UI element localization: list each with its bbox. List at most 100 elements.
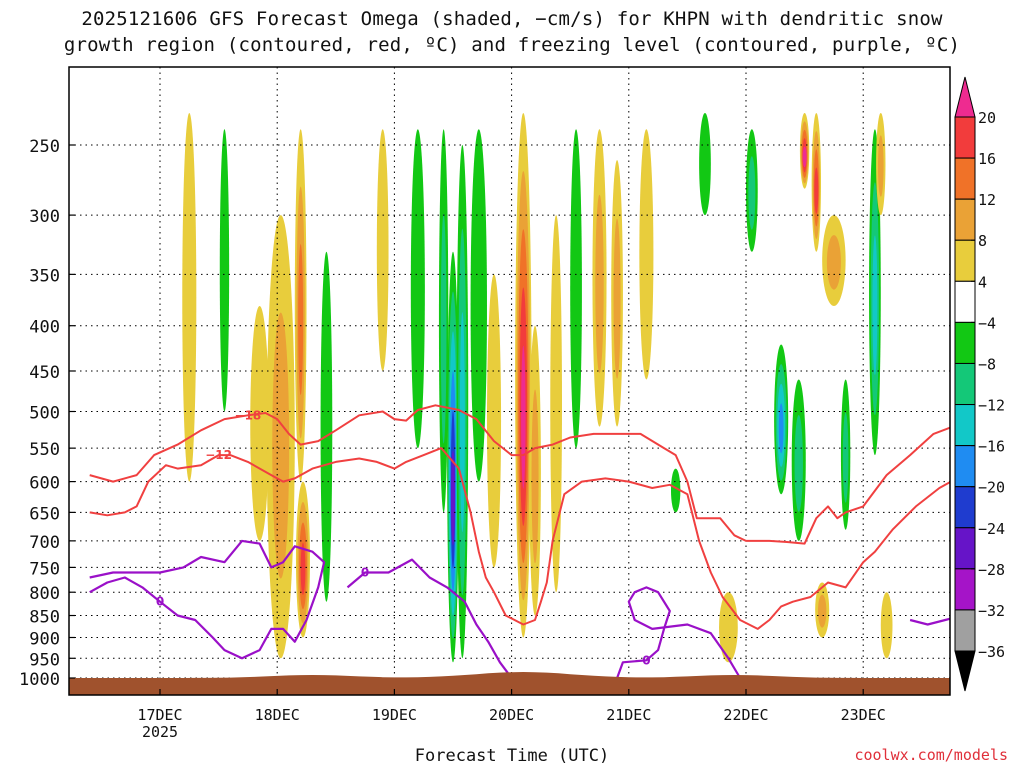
omega-band (298, 244, 304, 396)
omega-blob (447, 251, 459, 663)
omega-band (470, 129, 487, 482)
y-tick-label: 750 (29, 559, 60, 579)
x-tick-label: 23DEC (841, 706, 886, 724)
contour-line (89, 539, 326, 660)
omega-band (320, 251, 333, 602)
x-tick-label: 22DEC (723, 706, 768, 724)
omega-band (250, 305, 269, 541)
colorbar-swatch (954, 404, 976, 447)
omega-band (778, 403, 784, 454)
omega-band (613, 218, 621, 379)
colorbar-swatch (954, 527, 976, 570)
colorbar-top-arrow (954, 76, 976, 118)
y-tick-label: 950 (29, 650, 60, 670)
colorbar-swatch (954, 486, 976, 529)
colorbar-label: −12 (978, 397, 1005, 415)
omega-shading (182, 112, 893, 663)
colorbar-label: 16 (978, 150, 996, 168)
colorbar-swatch (954, 321, 976, 364)
y-tick-label: 350 (29, 266, 60, 286)
x-tick-label: 17DEC (137, 706, 182, 724)
contour-label: −18 (235, 408, 262, 422)
y-tick-label: 550 (29, 440, 60, 460)
colorbar-swatch (954, 198, 976, 241)
omega-blob (320, 251, 333, 602)
omega-blob (295, 481, 311, 638)
omega-band (272, 312, 290, 579)
omega-blob (294, 129, 307, 482)
omega-band (639, 129, 654, 380)
omega-band (872, 235, 878, 376)
omega-band (880, 592, 893, 659)
omega-blob (670, 468, 681, 513)
colorbar-bottom-arrow (954, 650, 976, 692)
y-tick-label: 700 (29, 533, 60, 553)
omega-band (459, 312, 465, 533)
colorbar-swatch (954, 568, 976, 611)
gridlines (69, 67, 950, 695)
omega-band (410, 129, 425, 449)
contour-line (616, 586, 742, 679)
omega-band (570, 129, 582, 449)
omega-blob (639, 129, 654, 380)
omega-blob (250, 305, 269, 541)
omega-band (719, 592, 738, 663)
omega-blob (410, 129, 425, 449)
colorbar-label: −28 (978, 561, 1005, 579)
colorbar: 20 16 12 8 4 −4 −8 −12 −16 −20 −24 −28 −32 −36 (954, 76, 1005, 692)
y-tick-label: 250 (29, 137, 60, 157)
x-tick-label: 21DEC (606, 706, 651, 724)
colorbar-label: −16 (978, 438, 1005, 456)
y-tick-label: 500 (29, 404, 60, 424)
omega-band (748, 156, 756, 230)
y-tick-label: 800 (29, 584, 60, 604)
colorbar-label: −4 (978, 314, 996, 332)
omega-blob (182, 112, 197, 482)
omega-band (595, 194, 604, 374)
terrain-ground (69, 672, 950, 695)
omega-band (376, 129, 389, 371)
omega-blob (219, 129, 230, 412)
contour-line (909, 617, 950, 626)
colorbar-swatch (954, 280, 976, 323)
chart-title-line-1: 2025121606 GFS Forecast Omega (shaded, −… (81, 8, 943, 30)
colorbar-swatch (954, 609, 976, 652)
y-tick-label: 850 (29, 608, 60, 628)
omega-blob (811, 112, 822, 252)
colorbar-label: −36 (978, 643, 1005, 661)
credit-text: coolwx.com/models (854, 746, 1008, 764)
y-tick-label: 1000 (19, 670, 60, 690)
x-tick-label: 20DEC (489, 706, 534, 724)
omega-band (531, 389, 539, 564)
x-year-label: 2025 (142, 723, 178, 741)
omega-blob (470, 129, 487, 482)
y-tick-label: 600 (29, 474, 60, 494)
omega-band (794, 414, 803, 512)
omega-blob (746, 129, 758, 252)
colorbar-label: 12 (978, 191, 996, 209)
omega-blob (876, 112, 886, 216)
x-axis-label: Forecast Time (UTC) (414, 746, 610, 766)
omega-band (699, 112, 711, 216)
omega-blob (592, 129, 607, 427)
omega-band (451, 450, 455, 546)
omega-blob (815, 582, 830, 638)
omega-blob (774, 344, 789, 495)
omega-band (550, 215, 562, 593)
omega-blob (515, 112, 532, 638)
omega-blob (570, 129, 582, 449)
colorbar-swatch (954, 445, 976, 488)
freezing-level-contours: 0 0 0 (89, 539, 950, 679)
omega-band (670, 468, 681, 513)
y-tick-label: 450 (29, 363, 60, 383)
omega-band (440, 213, 447, 444)
y-tick-label: 400 (29, 318, 60, 338)
omega-blob (699, 112, 711, 216)
colorbar-label: −24 (978, 520, 1005, 538)
omega-blob (822, 215, 846, 306)
omega-band (826, 235, 841, 290)
omega-band (814, 167, 819, 214)
contour-label: 0 (642, 653, 650, 667)
y-tick-label: 300 (29, 207, 60, 227)
